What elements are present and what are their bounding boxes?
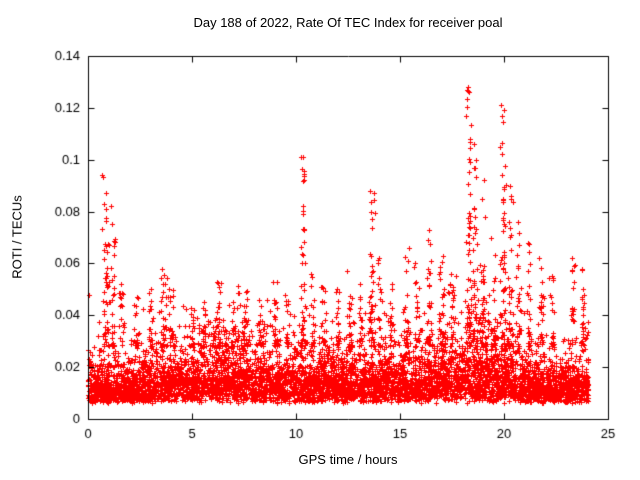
chart-title: Day 188 of 2022, Rate Of TEC Index for r… bbox=[193, 15, 503, 30]
y-axis-label: ROTI / TECUs bbox=[9, 195, 25, 279]
x-axis-label: GPS time / hours bbox=[298, 452, 398, 467]
